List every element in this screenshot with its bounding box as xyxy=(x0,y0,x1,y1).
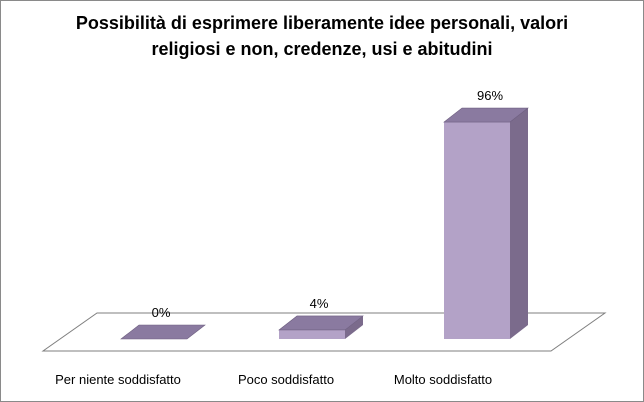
category-label-1: Poco soddisfatto xyxy=(238,372,334,387)
labels-group: 0% Per niente soddisfatto 4% Poco soddisfat… xyxy=(55,88,503,387)
chart-title-line-1: Possibilità di esprimere liberamente ide… xyxy=(76,13,568,33)
bar-top-0 xyxy=(120,324,206,340)
bar-front-1 xyxy=(279,329,345,339)
value-label-1: 4% xyxy=(310,296,329,311)
value-label-0: 0% xyxy=(152,305,171,320)
category-label-2: Molto soddisfatto xyxy=(394,372,492,387)
bar-front-2 xyxy=(444,122,510,339)
bar-side-1 xyxy=(345,315,363,339)
bar-top-2 xyxy=(443,107,529,123)
value-label-2: 96% xyxy=(477,88,503,103)
category-label-0: Per niente soddisfatto xyxy=(55,372,181,387)
chart-title-line-2: religiosi e non, credenze, usi e abitudi… xyxy=(151,39,492,59)
bars-group xyxy=(120,107,529,340)
bar-side-2 xyxy=(510,108,528,339)
bar-top-1 xyxy=(278,315,364,331)
